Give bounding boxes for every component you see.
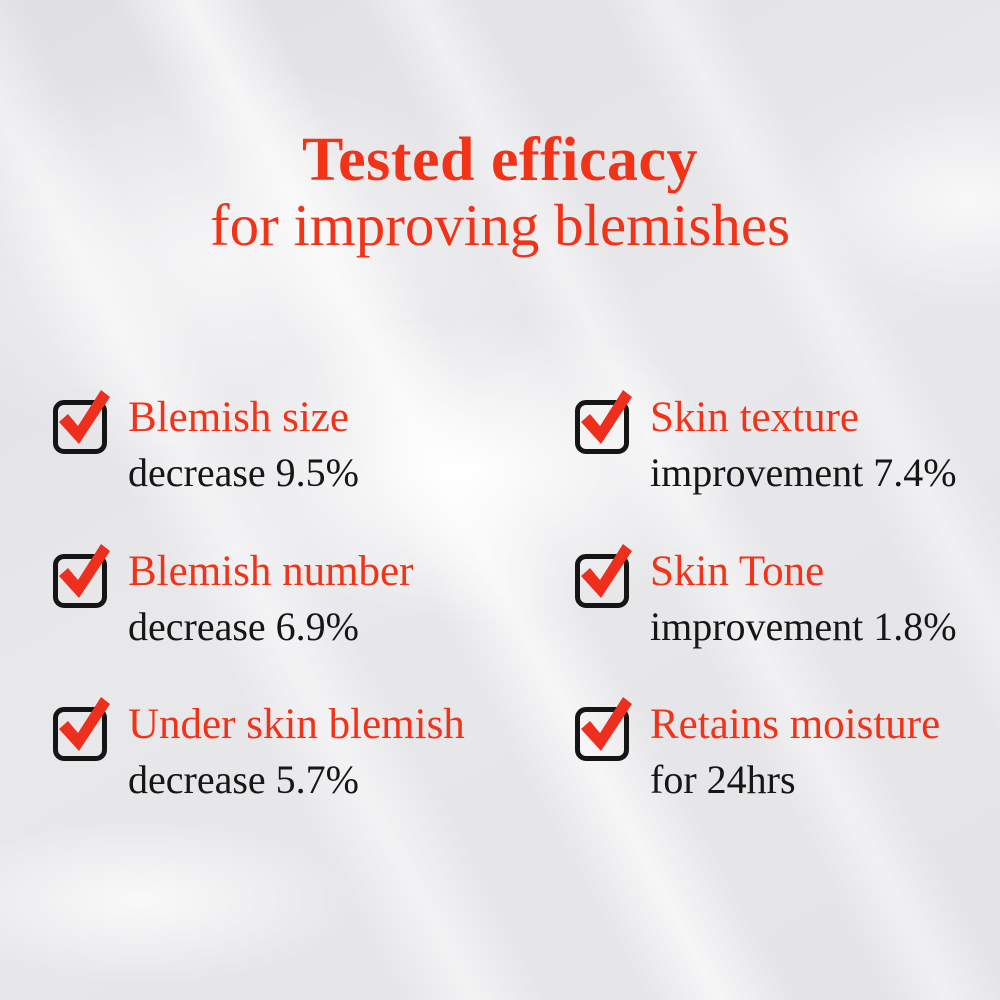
item-detail: decrease 9.5% [128,450,359,496]
checked-checkbox-icon [53,544,110,608]
item-detail: for 24hrs [650,757,796,803]
item-text: Skin Tone improvement 1.8% [650,548,957,649]
check-mark-icon [59,697,110,751]
title-line-1: Tested efficacy [301,126,699,194]
item-text: Under skin blemish decrease 5.7% [128,701,465,802]
checked-checkbox-icon [53,697,110,761]
item-label: Retains moisture [650,701,941,748]
check-mark-icon [581,390,632,444]
item-text: Skin texture improvement 7.4% [650,394,957,495]
checked-checkbox-icon [575,544,632,608]
list-item-under-skin-blemish: Under skin blemish decrease 5.7% [53,697,465,802]
item-text: Retains moisture for 24hrs [650,701,940,802]
check-mark-icon [59,544,110,598]
list-item-skin-texture: Skin texture improvement 7.4% [575,390,957,495]
check-mark-icon [59,390,110,444]
list-item-blemish-size: Blemish size decrease 9.5% [53,390,359,495]
check-mark-icon [581,697,632,751]
item-label: Skin texture [650,394,859,441]
list-item-skin-tone: Skin Tone improvement 1.8% [575,544,957,649]
checked-checkbox-icon [575,697,632,761]
item-text: Blemish size decrease 9.5% [128,394,359,495]
checked-checkbox-icon [53,390,110,454]
list-item-retains-moisture: Retains moisture for 24hrs [575,697,940,802]
title-line-2: for improving blemishes [209,191,791,258]
item-text: Blemish number decrease 6.9% [128,548,413,649]
item-detail: decrease 6.9% [128,604,359,650]
item-label: Blemish number [128,548,414,595]
item-label: Skin Tone [650,548,825,595]
item-detail: decrease 5.7% [128,757,359,803]
item-detail: improvement 7.4% [650,450,957,496]
check-mark-icon [581,544,632,598]
item-detail: improvement 1.8% [650,604,957,650]
item-label: Blemish size [128,394,349,441]
item-label: Under skin blemish [128,701,465,748]
page-title: Tested efficacy for improving blemishes [0,126,1000,258]
list-item-blemish-number: Blemish number decrease 6.9% [53,544,413,649]
checked-checkbox-icon [575,390,632,454]
